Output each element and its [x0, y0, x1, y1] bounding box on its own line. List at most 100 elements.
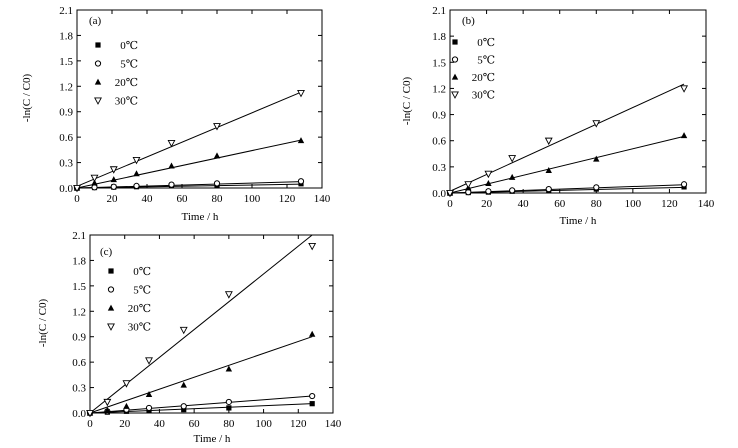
data-point-triangle-down [297, 90, 305, 98]
data-point-triangle-down [179, 326, 188, 335]
legend-label: 5℃ [477, 55, 495, 67]
data-point-triangle-up [180, 381, 187, 388]
y-tick-label: 2.1 [59, 5, 73, 17]
y-tick-label: 0.9 [59, 107, 73, 119]
data-point-triangle-up [508, 173, 516, 180]
data-point-circle [133, 182, 140, 189]
y-tick-label: 1.8 [432, 31, 446, 43]
y-tick-label: 2.1 [72, 230, 86, 242]
x-tick-label: 80 [223, 418, 235, 430]
data-point-triangle-up [123, 402, 130, 409]
legend-label: 20℃ [472, 72, 495, 84]
y-tick-label: 0.0 [59, 183, 73, 195]
x-tick-label: 0 [447, 198, 453, 210]
x-tick-label: 0 [87, 418, 93, 430]
data-point-triangle-down [680, 85, 689, 93]
data-point-triangle-up [104, 407, 111, 414]
chart-panel-c: (c) Time / h -ln(C / C0) 0 20 40 60 80 100 120… [37, 230, 342, 445]
x-tick-label: 120 [279, 193, 296, 205]
data-point-circle [180, 403, 187, 410]
x-tick-label: 40 [518, 198, 530, 210]
x-tick-label: 20 [481, 198, 493, 210]
x-tick-label: 60 [189, 418, 201, 430]
data-point-triangle-down [213, 123, 221, 131]
legend-marker-triangle-up [107, 304, 115, 311]
fit-line-circle [89, 395, 313, 414]
data-point-square [181, 407, 187, 413]
fit-line-triangle-down [89, 234, 313, 414]
legend-marker-circle [451, 56, 459, 63]
y-tick-label: 0.0 [72, 408, 86, 420]
legend-marker-triangle-down [107, 323, 115, 331]
x-tick-label: 20 [119, 418, 131, 430]
data-point-triangle-up [225, 365, 233, 372]
x-tick-label: 140 [698, 198, 715, 210]
data-point-triangle-up [308, 330, 316, 337]
fit-line-square [89, 403, 313, 414]
fit-line-triangle-down [76, 91, 302, 187]
data-point-triangle-down [109, 166, 118, 174]
plot-frame [76, 9, 323, 189]
data-point-triangle-down [90, 174, 99, 183]
fit-line-triangle-up [89, 336, 313, 414]
x-axis-title: Time / h [182, 211, 219, 223]
data-point-triangle-up [168, 162, 175, 169]
legend-label: 5℃ [120, 59, 138, 71]
data-point-circle [509, 187, 516, 194]
legend-label: 30℃ [128, 322, 151, 334]
x-tick-label: 80 [212, 193, 224, 205]
panel-label: (c) [100, 246, 113, 258]
data-point-triangle-up [545, 166, 552, 173]
x-tick-label: 20 [107, 193, 119, 205]
data-point-square [309, 401, 315, 407]
legend-label: 20℃ [128, 303, 151, 315]
x-tick-label: 40 [142, 193, 154, 205]
data-point-triangle-up [145, 390, 153, 397]
y-tick-label: 0.6 [59, 132, 73, 144]
data-point-triangle-up [297, 137, 305, 144]
y-tick-label: 1.5 [432, 57, 446, 69]
x-axis-title: Time / h [194, 433, 231, 445]
fit-line-triangle-up [76, 139, 302, 189]
panel-label: (b) [462, 15, 475, 27]
legend-label: 30℃ [115, 96, 138, 108]
data-point-circle [225, 398, 232, 406]
data-point-triangle-down [103, 398, 112, 407]
y-axis-title: -ln(C / C0) [37, 299, 49, 348]
data-point-circle [168, 181, 175, 188]
legend-marker-circle [94, 60, 102, 67]
y-tick-label: 1.8 [59, 30, 73, 42]
legend-marker-triangle-down [451, 91, 459, 99]
data-point-triangle-down [464, 181, 473, 189]
data-point-triangle-down [544, 137, 553, 146]
y-tick-label: 0.0 [432, 188, 446, 200]
data-point-circle [593, 184, 600, 191]
chart-panel-b: (b) Time / h -ln(C / C0) 0 20 40 60 80 100 120… [401, 5, 715, 227]
data-point-square [226, 405, 232, 411]
legend-marker-circle [107, 286, 115, 293]
legend-label: 0℃ [133, 266, 151, 278]
data-point-triangle-down [167, 140, 176, 148]
data-point-triangle-up [110, 176, 117, 183]
data-point-triangle-down [122, 380, 131, 388]
x-tick-label: 100 [255, 418, 272, 430]
data-point-triangle-up [91, 179, 98, 186]
legend-label: 20℃ [115, 77, 138, 89]
x-tick-label: 140 [314, 193, 331, 205]
x-tick-label: 60 [177, 193, 189, 205]
plot-frame [89, 234, 334, 414]
x-tick-label: 120 [290, 418, 307, 430]
data-point-triangle-down [592, 120, 601, 128]
x-tick-label: 40 [154, 418, 166, 430]
y-axis-title: -ln(C / C0) [21, 74, 33, 123]
data-point-triangle-down [308, 242, 317, 251]
data-point-circle [297, 178, 305, 185]
y-tick-label: 0.9 [432, 110, 446, 122]
x-tick-label: 60 [554, 198, 566, 210]
data-point-triangle-down [224, 291, 233, 299]
legend-marker-triangle-up [451, 73, 459, 80]
y-tick-label: 1.2 [72, 306, 86, 318]
data-point-circle [309, 392, 316, 400]
x-axis-title: Time / h [560, 215, 597, 227]
data-point-circle [680, 181, 688, 188]
